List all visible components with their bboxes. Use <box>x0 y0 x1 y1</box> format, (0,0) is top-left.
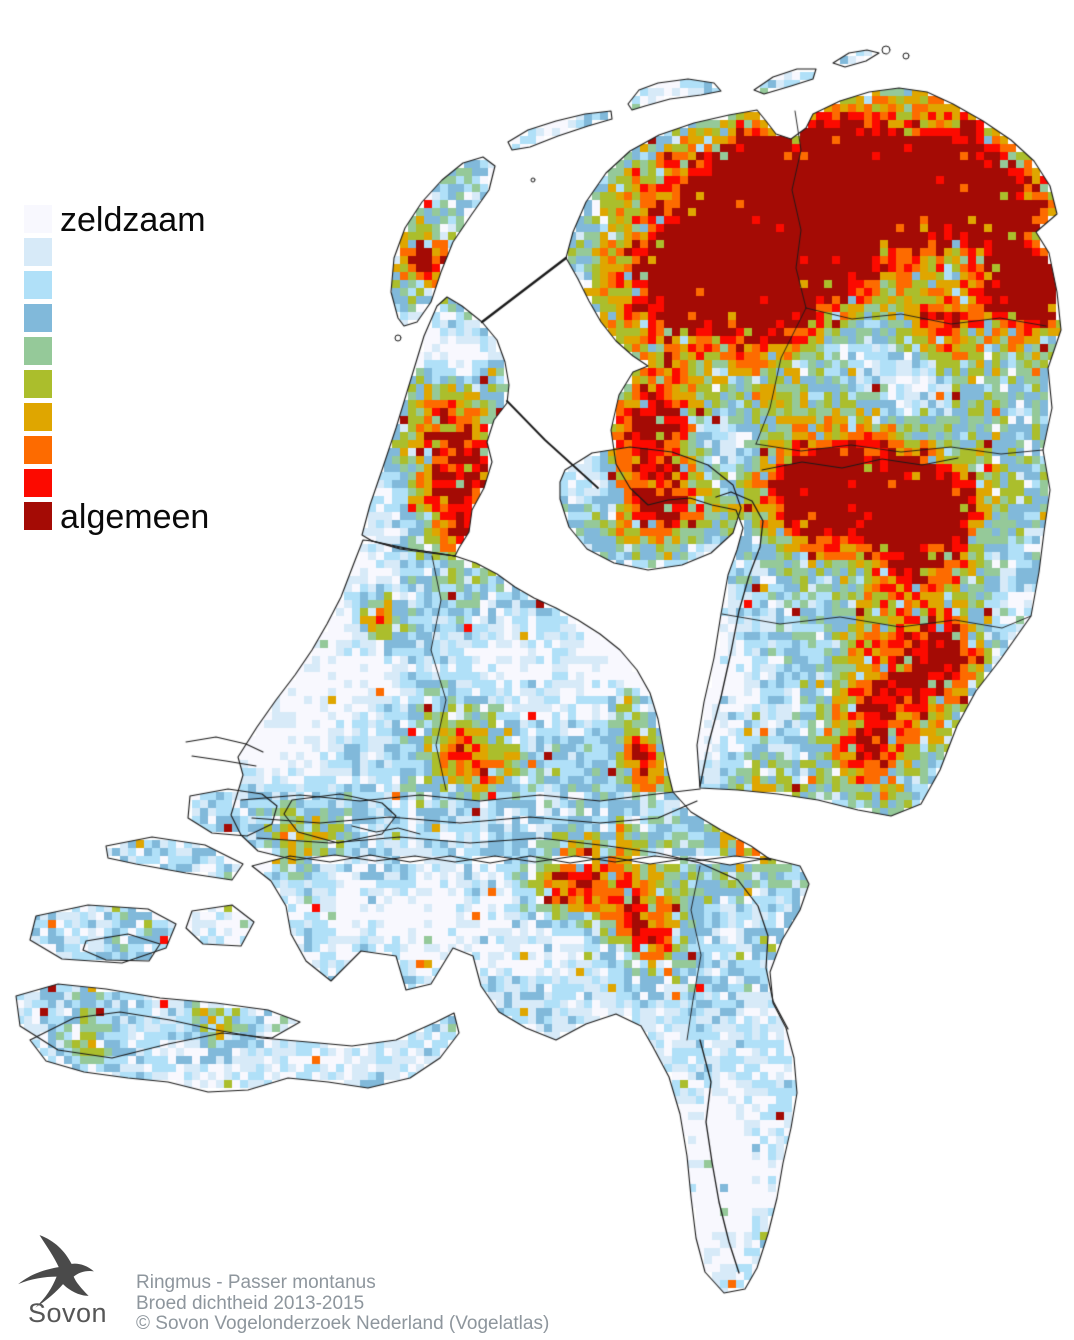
legend-swatch <box>24 436 52 464</box>
legend-label-rare: zeldzaam <box>60 201 206 239</box>
caption-species: Ringmus - Passer montanus <box>136 1272 376 1293</box>
sovon-logo-text: Sovon <box>28 1298 108 1328</box>
legend-swatch <box>24 502 52 530</box>
swallow-icon <box>18 1235 94 1308</box>
legend-swatch <box>24 271 52 299</box>
map-caption: Ringmus - Passer montanus Broed dichthei… <box>136 1272 550 1335</box>
caption-subtitle: Broed dichtheid 2013-2015 <box>136 1292 365 1314</box>
legend-swatch <box>24 337 52 365</box>
sovon-logo: Sovon <box>8 1234 138 1334</box>
legend-swatch <box>24 370 52 398</box>
legend-swatch <box>24 205 52 233</box>
caption-copyright: © Sovon Vogelonderzoek Nederland (Vogela… <box>136 1313 550 1334</box>
legend-swatch <box>24 469 52 497</box>
legend-label-common: algemeen <box>60 498 210 536</box>
legend-swatch <box>24 238 52 266</box>
legend-swatch <box>24 403 52 431</box>
legend-swatch <box>24 304 52 332</box>
density-legend <box>24 205 52 530</box>
